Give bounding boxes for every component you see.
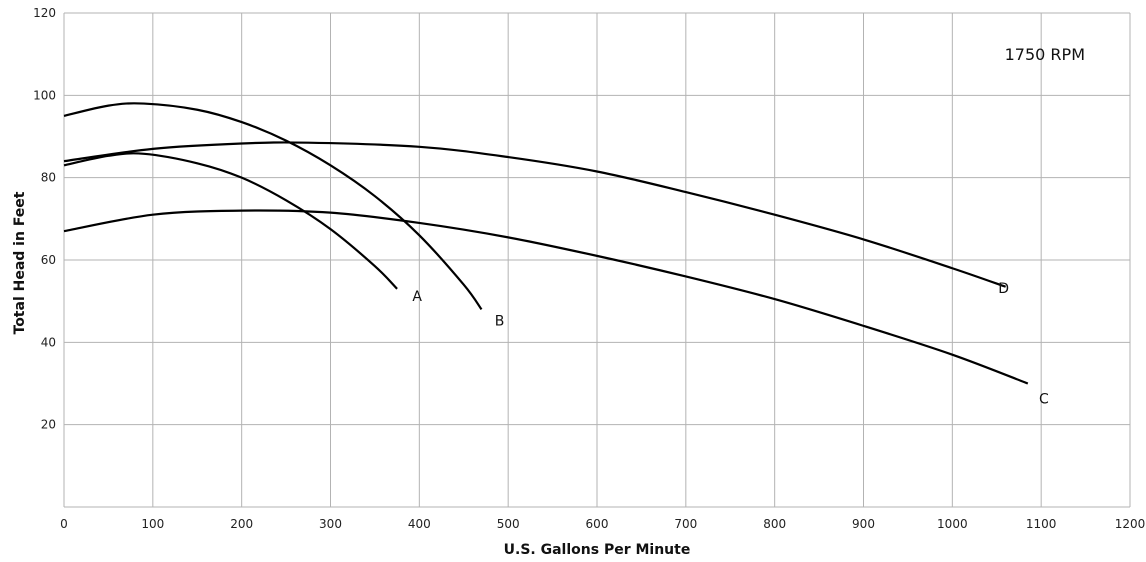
- y-tick-label: 20: [41, 418, 56, 432]
- x-tick-label: 100: [141, 517, 164, 531]
- y-axis-title: Total Head in Feet: [12, 191, 28, 334]
- x-tick-label: 1200: [1115, 517, 1146, 531]
- x-tick-label: 600: [586, 517, 609, 531]
- x-tick-label: 800: [763, 517, 786, 531]
- series-labels: A B C D: [412, 281, 1049, 408]
- x-tick-label: 900: [852, 517, 875, 531]
- x-tick-label: 500: [497, 517, 520, 531]
- y-tick-label: 40: [41, 335, 56, 349]
- x-tick-label: 200: [230, 517, 253, 531]
- x-tick-label: 300: [319, 517, 342, 531]
- series-curves: [63, 102, 1029, 385]
- curve-label-a: A: [412, 289, 422, 305]
- curve-b: [63, 102, 483, 311]
- x-tick-label: 0: [60, 517, 68, 531]
- x-tick-label: 400: [408, 517, 431, 531]
- curve-label-d: D: [998, 281, 1009, 297]
- y-tick-label: 120: [33, 6, 56, 20]
- curve-label-c: C: [1039, 392, 1049, 408]
- x-tick-label: 1000: [937, 517, 968, 531]
- curve-d: [63, 141, 1006, 288]
- y-tick-label: 100: [33, 88, 56, 102]
- x-axis-title: U.S. Gallons Per Minute: [504, 542, 691, 558]
- curve-c: [63, 209, 1029, 385]
- y-tick-label: 80: [41, 171, 56, 185]
- x-tick-label: 1100: [1026, 517, 1057, 531]
- rpm-annotation: 1750 RPM: [1005, 45, 1085, 64]
- curve-a: [63, 152, 398, 290]
- y-tick-label: 60: [41, 253, 56, 267]
- tick-labels: 0 100 200 300 400 500 600 700 800 900 1000 1100 1200…: [33, 6, 1145, 531]
- grid: [63, 12, 1131, 508]
- x-tick-label: 700: [674, 517, 697, 531]
- curve-label-b: B: [495, 313, 505, 329]
